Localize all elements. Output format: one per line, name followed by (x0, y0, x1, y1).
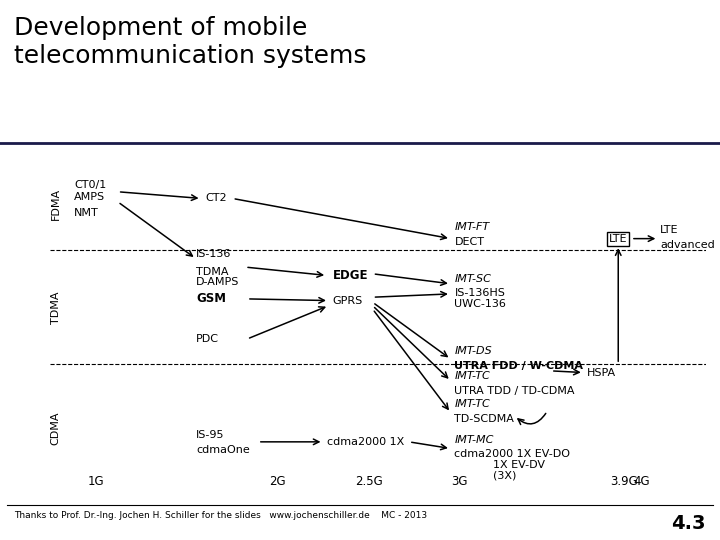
Text: UWC-136: UWC-136 (454, 299, 506, 309)
Text: 3.9G: 3.9G (610, 475, 638, 488)
Text: 4G: 4G (634, 475, 650, 488)
Text: 4.3: 4.3 (671, 514, 706, 534)
Text: IMT-TC: IMT-TC (454, 400, 490, 409)
Text: Development of mobile
telecommunication systems: Development of mobile telecommunication … (14, 16, 367, 68)
Text: FDMA: FDMA (51, 187, 61, 220)
Text: CT0/1: CT0/1 (74, 180, 107, 190)
Text: IMT-MC: IMT-MC (454, 435, 494, 444)
Text: IS-136HS: IS-136HS (454, 288, 505, 298)
Text: cdmaOne: cdmaOne (196, 445, 250, 455)
Text: Thanks to Prof. Dr.-Ing. Jochen H. Schiller for the slides   www.jochenschiller.: Thanks to Prof. Dr.-Ing. Jochen H. Schil… (14, 511, 428, 520)
Text: CT2: CT2 (205, 193, 227, 204)
Text: IS-136: IS-136 (196, 249, 231, 259)
Text: cdma2000 1X EV-DO: cdma2000 1X EV-DO (454, 449, 570, 459)
Text: TDMA: TDMA (51, 291, 61, 323)
Text: DECT: DECT (454, 237, 485, 247)
Text: 2.5G: 2.5G (355, 475, 383, 488)
Text: advanced: advanced (660, 240, 715, 251)
Text: AMPS: AMPS (74, 192, 105, 202)
Text: 1X EV-DV: 1X EV-DV (492, 460, 544, 470)
Text: cdma2000 1X: cdma2000 1X (327, 437, 405, 447)
Text: PDC: PDC (196, 334, 219, 344)
Text: 3G: 3G (451, 475, 468, 488)
Text: UTRA FDD / W-CDMA: UTRA FDD / W-CDMA (454, 361, 583, 371)
Text: IMT-FT: IMT-FT (454, 222, 490, 232)
Text: IMT-SC: IMT-SC (454, 274, 491, 284)
Text: IS-95: IS-95 (196, 429, 225, 440)
Text: IMT-DS: IMT-DS (454, 346, 492, 356)
Text: CDMA: CDMA (51, 411, 61, 444)
Text: LTE: LTE (609, 234, 628, 244)
Text: HSPA: HSPA (588, 368, 616, 377)
Text: GPRS: GPRS (333, 295, 363, 306)
Text: NMT: NMT (74, 208, 99, 219)
Text: (3X): (3X) (492, 471, 516, 481)
Text: EDGE: EDGE (333, 269, 368, 282)
Text: 1G: 1G (88, 475, 104, 488)
Text: TD-SCDMA: TD-SCDMA (454, 414, 514, 424)
Text: 2G: 2G (269, 475, 287, 488)
Text: IMT-TC: IMT-TC (454, 371, 490, 381)
Text: GSM: GSM (196, 292, 226, 306)
Text: UTRA TDD / TD-CDMA: UTRA TDD / TD-CDMA (454, 386, 575, 396)
Text: D-AMPS: D-AMPS (196, 277, 239, 287)
Text: LTE: LTE (660, 225, 679, 235)
Text: TDMA: TDMA (196, 267, 228, 277)
